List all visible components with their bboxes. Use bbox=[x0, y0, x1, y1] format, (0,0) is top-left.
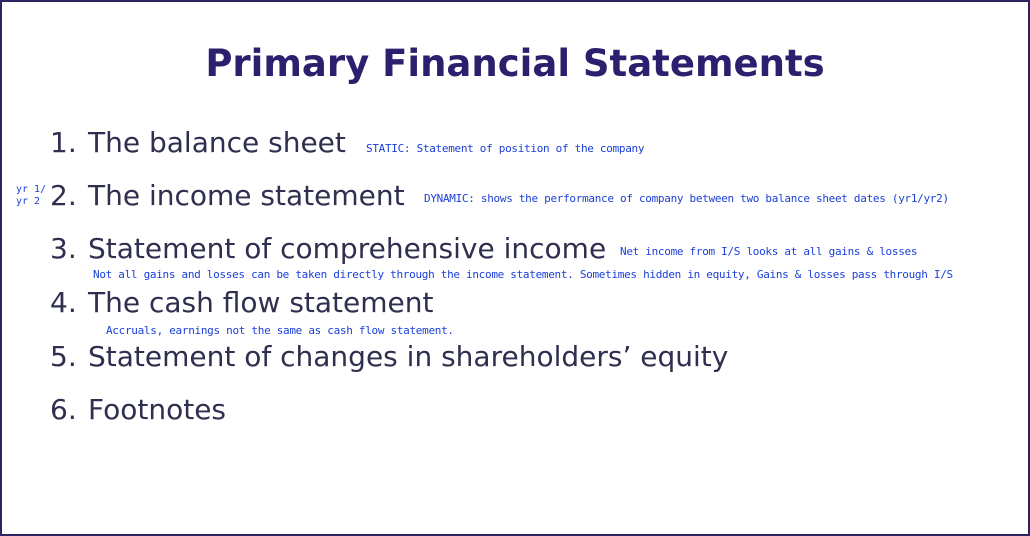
item-number: 3. bbox=[50, 232, 77, 265]
item-number: 1. bbox=[50, 126, 77, 159]
margin-annotation-years: yr 1/ yr 2 bbox=[16, 184, 46, 208]
annotation-balance-sheet: STATIC: Statement of position of the com… bbox=[366, 142, 645, 155]
item-label: The balance sheet bbox=[88, 126, 346, 159]
item-number: 6. bbox=[50, 393, 77, 426]
annotation-cash-flow: Accruals, earnings not the same as cash … bbox=[106, 324, 454, 337]
item-label: Statement of changes in shareholders’ eq… bbox=[88, 340, 729, 373]
item-label: The cash flow statement bbox=[88, 286, 434, 319]
list-item-comprehensive-income: 3. Statement of comprehensive income bbox=[50, 232, 606, 265]
list-item-income-statement: 2. The income statement bbox=[50, 179, 405, 212]
margin-annotation-line: yr 1/ bbox=[16, 184, 47, 195]
slide-title: Primary Financial Statements bbox=[205, 42, 825, 85]
item-number: 5. bbox=[50, 340, 77, 373]
item-label: Statement of comprehensive income bbox=[88, 232, 607, 265]
list-item-footnotes: 6. Footnotes bbox=[50, 393, 226, 426]
annotation-income-statement: DYNAMIC: shows the performance of compan… bbox=[424, 192, 949, 205]
annotation-comprehensive-income-2: Not all gains and losses can be taken di… bbox=[93, 268, 953, 281]
list-item-balance-sheet: 1. The balance sheet bbox=[50, 126, 346, 159]
item-label: Footnotes bbox=[88, 393, 227, 426]
item-number: 2. bbox=[50, 179, 77, 212]
annotation-comprehensive-income-1: Net income from I/S looks at all gains &… bbox=[620, 245, 918, 258]
margin-annotation-line: yr 2 bbox=[16, 196, 41, 207]
item-label: The income statement bbox=[88, 179, 405, 212]
list-item-cash-flow: 4. The cash flow statement bbox=[50, 286, 434, 319]
list-item-shareholders-equity: 5. Statement of changes in shareholders’ … bbox=[50, 340, 728, 373]
item-number: 4. bbox=[50, 286, 77, 319]
